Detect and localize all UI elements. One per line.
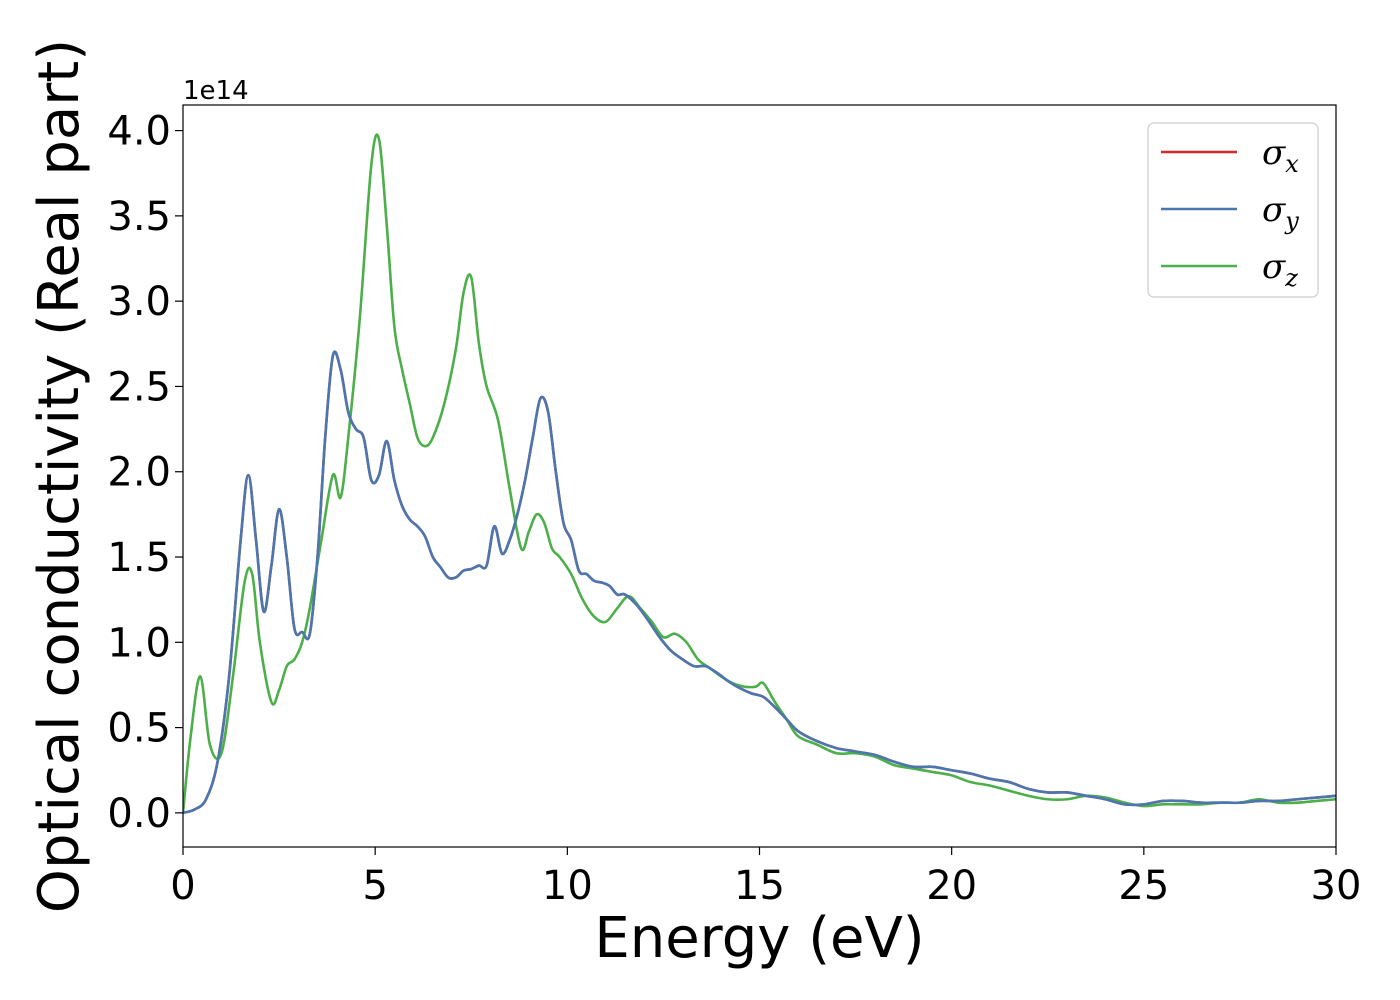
y-tick-label: 1.0 <box>107 620 171 666</box>
y-axis-offset-label: 1e14 <box>183 76 249 106</box>
legend-label-z: σz <box>1262 247 1298 292</box>
y-axis-ticks: 0.0 0.5 1.0 1.5 2.0 2.5 3.0 3.5 4.0 <box>107 109 183 837</box>
y-tick-label: 2.5 <box>107 364 171 410</box>
y-tick-label: 0.0 <box>107 791 171 837</box>
plot-lines <box>183 133 1336 815</box>
y-tick-label: 3.5 <box>107 194 171 240</box>
x-tick-label: 15 <box>734 863 785 909</box>
x-tick-label: 25 <box>1118 863 1169 909</box>
series-line-y <box>183 350 1336 815</box>
y-axis-title: Optical conductivity (Real part) <box>27 39 92 913</box>
x-axis-ticks: 0 5 10 15 20 25 30 <box>170 847 1361 909</box>
y-tick-label: 2.0 <box>107 450 171 496</box>
legend-label-y: σy <box>1262 190 1299 235</box>
legend-label-x: σx <box>1262 133 1299 178</box>
x-tick-label: 0 <box>170 863 195 909</box>
x-tick-label: 10 <box>542 863 593 909</box>
x-tick-label: 5 <box>362 863 387 909</box>
y-tick-label: 4.0 <box>107 109 171 155</box>
x-tick-label: 30 <box>1311 863 1362 909</box>
series-line-z <box>183 133 1336 815</box>
x-tick-label: 20 <box>926 863 977 909</box>
y-tick-label: 0.5 <box>107 706 171 752</box>
y-tick-label: 1.5 <box>107 535 171 581</box>
x-axis-title: Energy (eV) <box>594 906 924 971</box>
y-tick-label: 3.0 <box>107 279 171 325</box>
legend: σx σy σz <box>1147 122 1319 298</box>
